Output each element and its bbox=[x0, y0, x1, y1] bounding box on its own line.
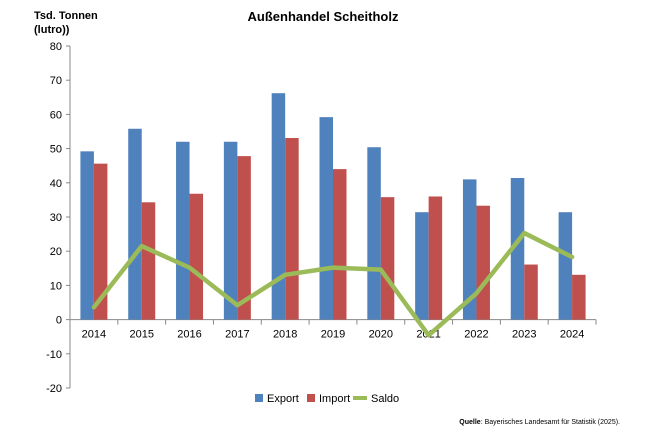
y-tick-label: 50 bbox=[50, 144, 62, 156]
bar-export bbox=[415, 212, 429, 320]
bar-import bbox=[428, 196, 443, 320]
x-tick-label: 2022 bbox=[464, 329, 488, 341]
bar-import bbox=[141, 202, 156, 320]
x-tick-label: 2016 bbox=[177, 329, 201, 341]
bar-import bbox=[572, 274, 586, 320]
x-tick-label: 2017 bbox=[225, 329, 249, 341]
bar-import bbox=[380, 197, 395, 320]
bar-export bbox=[462, 179, 477, 320]
bar-import bbox=[285, 137, 299, 320]
y-tick-label: -10 bbox=[46, 349, 62, 361]
bar-export bbox=[80, 151, 94, 320]
y-tick-label: 20 bbox=[50, 246, 62, 258]
legend-label-saldo: Saldo bbox=[371, 393, 399, 405]
bar-layer bbox=[80, 93, 586, 320]
bar-import bbox=[93, 163, 108, 320]
bar-import bbox=[333, 169, 347, 320]
bar-export bbox=[223, 141, 238, 320]
source-text: : Bayerisches Landesamt für Statistik (2… bbox=[481, 419, 620, 426]
legend: Export Import Saldo bbox=[255, 393, 399, 405]
legend-label-export: Export bbox=[267, 393, 299, 405]
x-tick-label: 2014 bbox=[82, 329, 106, 341]
y-tick-label: 80 bbox=[50, 41, 62, 53]
x-tick-label: 2015 bbox=[129, 329, 153, 341]
source-note: Quelle: Bayerisches Landesamt für Statis… bbox=[459, 419, 620, 426]
bar-export bbox=[367, 147, 381, 320]
y-tick-label: 40 bbox=[50, 178, 62, 190]
y-tick-label: -20 bbox=[46, 383, 62, 395]
x-tick-label: 2018 bbox=[273, 329, 297, 341]
source-label: Quelle bbox=[459, 419, 481, 426]
bar-import bbox=[524, 264, 538, 320]
bar-import bbox=[189, 193, 204, 320]
bar-export bbox=[271, 93, 286, 320]
chart-title: Außenhandel Scheitholz bbox=[248, 9, 399, 24]
legend-swatch-export bbox=[255, 394, 263, 402]
x-tick-label: 2020 bbox=[369, 329, 393, 341]
y-tick-label: 10 bbox=[50, 280, 62, 292]
bar-export bbox=[176, 141, 190, 320]
bar-export bbox=[558, 212, 573, 320]
bar-export bbox=[319, 117, 333, 320]
y-tick-label: 0 bbox=[56, 315, 62, 327]
x-tick-label: 2024 bbox=[560, 329, 584, 341]
legend-swatch-import bbox=[307, 394, 315, 402]
bar-export bbox=[510, 178, 525, 320]
bar-import bbox=[237, 156, 251, 320]
line-layer bbox=[91, 230, 575, 338]
bar-import bbox=[476, 205, 490, 320]
y-axis-label-unit: Tsd. Tonnen bbox=[34, 10, 98, 22]
y-tick-label: 30 bbox=[50, 212, 62, 224]
y-axis-label-note: (lutro)) bbox=[34, 24, 70, 36]
legend-label-import: Import bbox=[319, 393, 350, 405]
y-tick-label: 60 bbox=[50, 109, 62, 121]
x-tick-label: 2023 bbox=[512, 329, 536, 341]
x-tick-label: 2019 bbox=[321, 329, 345, 341]
line-saldo bbox=[91, 230, 575, 338]
bar-export bbox=[128, 128, 142, 320]
y-tick-label: 70 bbox=[50, 75, 62, 87]
